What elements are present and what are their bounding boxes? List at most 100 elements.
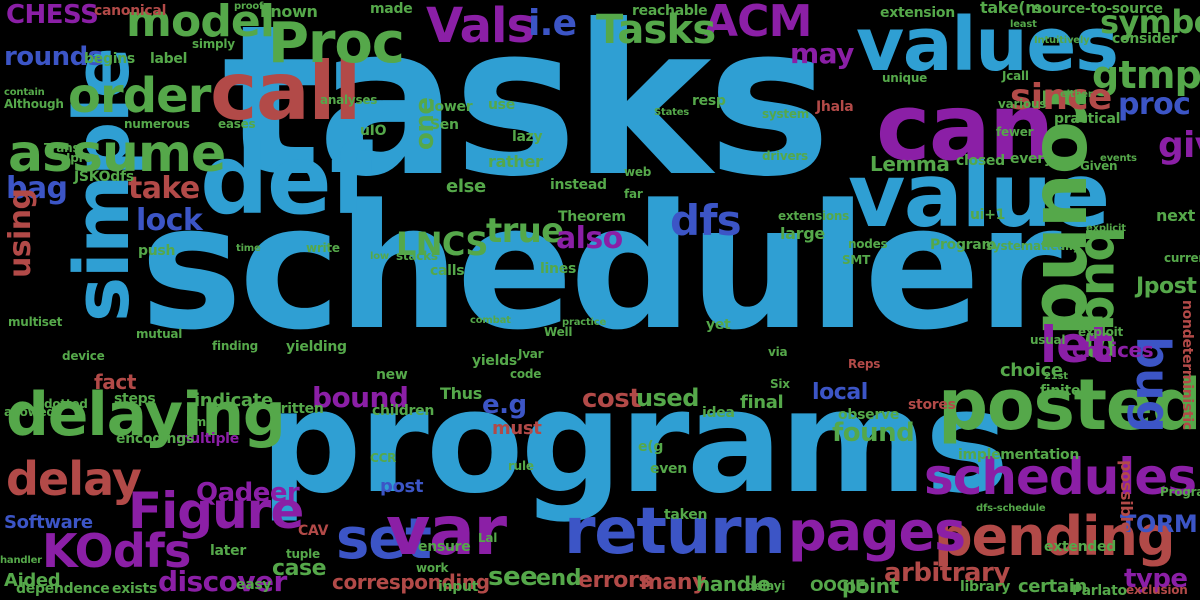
word-nodes: nodes xyxy=(848,237,888,251)
word-dfs: dfs xyxy=(670,196,742,245)
word-return: return xyxy=(564,495,786,569)
word-smt: SMT xyxy=(842,253,871,267)
word-21st: 21st xyxy=(1044,371,1068,382)
word-program: Program xyxy=(930,237,996,253)
word-posted: posted xyxy=(938,364,1200,446)
word-allowed: allowed xyxy=(4,405,55,419)
word-unique: unique xyxy=(882,71,928,85)
word-canonical: canonical xyxy=(94,3,167,19)
word-trans: Trans xyxy=(44,141,80,155)
word-ie: i.e xyxy=(528,3,577,44)
word-can: can xyxy=(876,74,1054,181)
word-low: low xyxy=(370,251,389,262)
word-type: type xyxy=(1124,564,1188,594)
word-lemma: Lemma xyxy=(870,152,950,176)
word-either: either xyxy=(1060,89,1093,100)
word-system: system xyxy=(762,107,810,121)
word-delaying: delaying xyxy=(6,380,286,450)
word-also: also xyxy=(556,221,623,256)
word-errors: errors xyxy=(578,568,652,593)
word-lazy: lazy xyxy=(512,129,543,145)
word-extensions: extensions xyxy=(778,209,850,223)
word-yielding: yielding xyxy=(286,339,347,355)
word-intuitively: Intuitively xyxy=(1034,35,1090,46)
word-ccr: CCR xyxy=(370,451,397,465)
word-yet: yet xyxy=(706,317,731,333)
word-mutual: mutual xyxy=(136,327,183,341)
word-theorem: Theorem xyxy=(558,209,626,225)
word-observe: observe xyxy=(838,407,900,423)
word-push: push xyxy=(138,243,176,259)
word-true: true xyxy=(486,211,564,251)
word-oogie: OOGIE xyxy=(810,576,866,595)
word-ui1: ui+1 xyxy=(970,207,1006,223)
word-stacks: stacks xyxy=(396,249,438,263)
word-source: source-to-source xyxy=(1034,1,1163,17)
word-certain: certain xyxy=(1018,576,1087,597)
word-proof: proof xyxy=(234,1,264,12)
word-vals: Vals xyxy=(426,0,535,54)
word-eg: e.g xyxy=(482,390,527,420)
word-systematically: systematically xyxy=(986,239,1081,253)
word-discover: discover xyxy=(158,565,287,598)
word-rule: rule xyxy=(508,459,534,473)
word-library: library xyxy=(960,579,1011,595)
word-children: children xyxy=(372,403,435,419)
word-combat: combat xyxy=(470,315,511,326)
word-large: large xyxy=(780,224,825,243)
word-set: set xyxy=(336,507,432,572)
word-practical: practical xyxy=(1054,111,1121,127)
word-using: using xyxy=(3,188,38,278)
word-explicit: explicit xyxy=(1086,223,1126,234)
word-symbolic: symbolic xyxy=(1100,3,1200,41)
word-tuple: tuple xyxy=(286,547,320,561)
word-arbitrary: arbitrary xyxy=(884,558,1010,588)
word-drivers: drivers xyxy=(762,149,808,163)
word-events: events xyxy=(1100,153,1137,164)
word-final: final xyxy=(740,392,784,413)
word-since: since xyxy=(1010,77,1112,118)
word-finite: finite xyxy=(1040,383,1081,399)
word-even: even xyxy=(650,461,687,477)
word-well: Well xyxy=(544,325,573,339)
word-ensure: ensure xyxy=(418,539,471,555)
word-torm: TORM xyxy=(1120,510,1198,538)
word-jhala: Jhala xyxy=(816,99,854,115)
word-choices: choices xyxy=(1072,338,1154,362)
word-local: local xyxy=(812,380,868,405)
word-begins: begins xyxy=(84,51,135,67)
word-bound: bound xyxy=(312,381,409,414)
word-take: take xyxy=(128,171,200,206)
word-rather: rather xyxy=(488,152,543,171)
word-yields: yields xyxy=(472,353,517,369)
word-states: States xyxy=(654,107,690,118)
word-end: end xyxy=(536,566,582,591)
word-finding: finding xyxy=(212,339,259,353)
word-proc: proc xyxy=(1118,87,1191,122)
word-exclusion: exclusion xyxy=(1126,583,1188,597)
word-write: write xyxy=(306,241,340,255)
word-cost: cost xyxy=(582,384,642,414)
word-later: later xyxy=(210,543,246,559)
word-jproc: Jproc xyxy=(66,151,100,165)
word-let2: post xyxy=(380,476,424,497)
word-rounds: rounds xyxy=(4,42,103,72)
word-six: Six xyxy=(770,377,790,391)
word-fact: fact xyxy=(94,370,137,394)
word-contain: contain xyxy=(4,87,45,98)
word-e-g2: e(g xyxy=(638,439,664,455)
word-handle: handle xyxy=(696,572,771,596)
word-via: via xyxy=(768,345,788,359)
word-possible: possible xyxy=(1117,460,1136,533)
word-case: case xyxy=(272,556,327,581)
word-bag: bag xyxy=(6,171,68,206)
word-lines: lines xyxy=(540,261,576,277)
word-gtmp: gtmp xyxy=(1092,53,1200,97)
word-sen: Sen xyxy=(430,117,459,133)
word-handler: handler xyxy=(0,555,42,566)
word-steps: steps xyxy=(114,391,156,407)
word-limit: limit xyxy=(186,415,216,429)
word-encodings: encodings xyxy=(116,431,195,447)
word-reps: Reps xyxy=(848,357,881,371)
